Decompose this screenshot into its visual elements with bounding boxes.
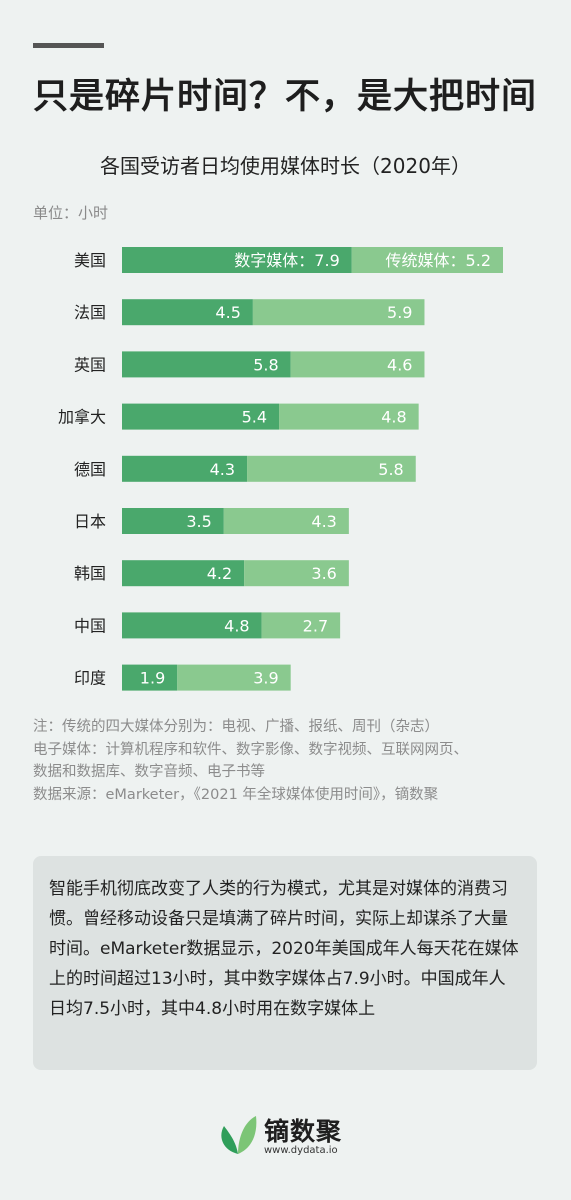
value-label: 4.2 [207, 564, 232, 583]
bar-digital [122, 612, 262, 639]
value-label: 4.5 [215, 303, 240, 322]
value-label: 3.5 [186, 512, 211, 531]
footnotes: 注：传统的四大媒体分别为：电视、广播、报纸、周刊（杂志） 电子媒体：计算机程序和… [33, 716, 468, 806]
bar-traditional [261, 612, 341, 639]
bar-traditional [223, 508, 349, 534]
leaf-logo-icon [221, 1116, 257, 1154]
logo-url: www.dydata.io [264, 1145, 338, 1156]
bar-traditional [290, 351, 425, 378]
value-label: 4.3 [311, 512, 336, 531]
headline: 只是碎片时间？不，是大把时间 [33, 77, 538, 117]
bar-digital [122, 455, 248, 482]
category-label: 德国 [74, 460, 106, 479]
footnote-traditional: 注：传统的四大媒体分别为：电视、广播、报纸、周刊（杂志） [33, 719, 439, 735]
bar-digital [122, 664, 178, 691]
category-label: 加拿大 [58, 408, 106, 427]
bar-digital [122, 247, 352, 273]
bar-digital [122, 351, 291, 378]
value-label: 1.9 [140, 669, 165, 688]
category-label: 日本 [74, 512, 106, 531]
value-label: 5.8 [253, 355, 278, 374]
bar-digital [122, 299, 253, 326]
bar-digital [122, 403, 280, 430]
value-label: 5.9 [387, 303, 412, 322]
value-label: 传统媒体：5.2 [386, 251, 491, 270]
value-label: 2.7 [303, 616, 328, 635]
bar-traditional [351, 247, 503, 273]
value-label: 数字媒体：7.9 [234, 251, 339, 270]
bar-traditional [177, 664, 291, 691]
bar-traditional [279, 403, 419, 430]
category-label: 印度 [74, 669, 106, 688]
value-label: 5.4 [242, 408, 267, 427]
bar-traditional [244, 560, 349, 587]
footnote-digital-2: 数据和数据库、数字音频、电子书等 [33, 764, 265, 780]
category-label: 韩国 [74, 564, 106, 583]
bar-digital [122, 560, 245, 587]
value-label: 5.8 [378, 460, 403, 479]
value-label: 3.6 [311, 564, 336, 583]
category-label: 法国 [74, 303, 106, 322]
chart-title: 各国受访者日均使用媒体时长（2020年） [100, 154, 471, 178]
logo-name: 镝数聚 [264, 1117, 343, 1146]
category-label: 中国 [74, 616, 106, 635]
category-label: 美国 [74, 251, 106, 270]
value-label: 4.3 [210, 460, 235, 479]
stacked-bar-chart: 美国 数字媒体：7.9 传统媒体：5.2 法国 4.5 5.9 英国 5.8 4.6 加拿大 5.4… [58, 247, 503, 691]
category-label: 英国 [74, 355, 106, 374]
footnote-digital-1: 电子媒体：计算机程序和软件、数字影像、数字视频、互联网网页、 [33, 741, 468, 758]
value-label: 4.8 [224, 616, 249, 635]
unit-label: 单位：小时 [33, 204, 109, 222]
value-label: 4.8 [381, 408, 406, 427]
brand-logo: 镝数聚 www.dydata.io [218, 1110, 358, 1160]
top-accent-rule [33, 43, 104, 48]
value-label: 4.6 [387, 355, 412, 374]
bar-digital [122, 508, 224, 534]
bar-traditional [252, 299, 425, 326]
footnote-source: 数据来源：eMarketer，《2021 年全球媒体使用时间》，镝数聚 [33, 786, 439, 803]
bar-traditional [247, 455, 416, 482]
summary-box: 智能手机彻底改变了人类的行为模式，尤其是对媒体的消费习惯。曾经移动设备只是填满了… [33, 856, 537, 1070]
value-label: 3.9 [253, 669, 278, 688]
